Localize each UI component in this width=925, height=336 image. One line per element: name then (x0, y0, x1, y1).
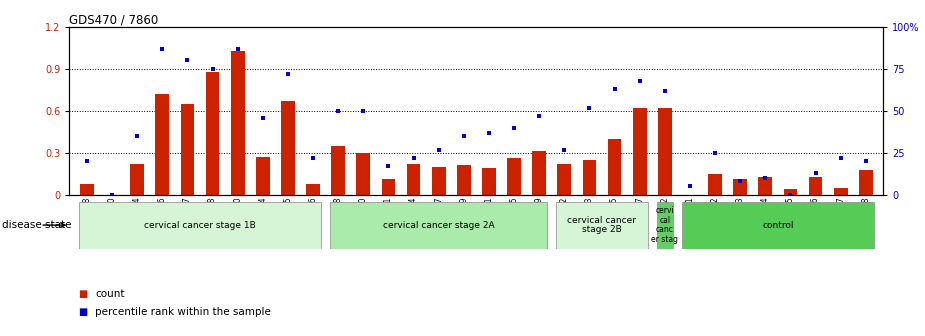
Text: ■: ■ (79, 307, 88, 318)
Bar (783, 189, 797, 195)
Text: control: control (762, 221, 794, 229)
Text: ■: ■ (79, 289, 88, 299)
Bar (281, 101, 295, 195)
Bar (256, 157, 270, 195)
Bar (80, 184, 93, 195)
Bar (457, 166, 471, 195)
Bar (682, 202, 874, 249)
Bar (556, 202, 647, 249)
Bar (330, 202, 548, 249)
Bar (833, 188, 847, 195)
Bar (130, 164, 144, 195)
Bar (331, 146, 345, 195)
Bar (482, 168, 496, 195)
Bar (657, 202, 673, 249)
Bar (583, 160, 597, 195)
Bar (558, 164, 572, 195)
Text: cervical cancer stage 2A: cervical cancer stage 2A (383, 221, 495, 229)
Bar (231, 51, 244, 195)
Bar (734, 179, 747, 195)
Bar (381, 179, 395, 195)
Bar (507, 159, 521, 195)
Bar (356, 153, 370, 195)
Bar (432, 167, 446, 195)
Text: GDS470 / 7860: GDS470 / 7860 (69, 13, 158, 27)
Bar (79, 202, 321, 249)
Bar (633, 108, 647, 195)
Bar (758, 177, 772, 195)
Bar (709, 174, 722, 195)
Bar (180, 104, 194, 195)
Text: cervical cancer
stage 2B: cervical cancer stage 2B (568, 216, 636, 235)
Bar (859, 170, 872, 195)
Text: percentile rank within the sample: percentile rank within the sample (95, 307, 271, 318)
Bar (608, 139, 622, 195)
Bar (306, 184, 320, 195)
Bar (205, 72, 219, 195)
Text: disease state: disease state (2, 220, 71, 230)
Bar (407, 164, 421, 195)
Text: count: count (95, 289, 125, 299)
Bar (532, 152, 546, 195)
Bar (808, 177, 822, 195)
Text: cervical cancer stage 1B: cervical cancer stage 1B (144, 221, 256, 229)
Text: cervi
cal
canc
er stag: cervi cal canc er stag (651, 206, 678, 244)
Bar (155, 94, 169, 195)
Bar (658, 108, 672, 195)
